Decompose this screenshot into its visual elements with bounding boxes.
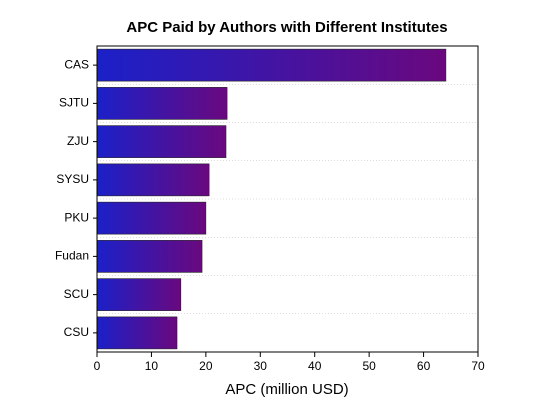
- y-tick-label: SYSU: [56, 172, 89, 186]
- y-tick-label: CAS: [64, 57, 89, 71]
- bar: [96, 278, 182, 311]
- bar: [96, 125, 227, 158]
- chart-title: APC Paid by Authors with Different Insti…: [126, 19, 447, 36]
- bar: [96, 240, 203, 273]
- x-tick-label: 10: [145, 359, 159, 373]
- plot-frame: [96, 45, 479, 353]
- bar: [96, 87, 228, 120]
- y-tick-label: CSU: [64, 325, 89, 339]
- x-tick-label: 50: [362, 359, 376, 373]
- bar: [96, 163, 210, 197]
- x-tick-label: 70: [471, 359, 485, 373]
- x-tick-label: 60: [417, 359, 431, 373]
- y-tick-label: SJTU: [59, 96, 89, 110]
- y-tick-label: ZJU: [67, 134, 89, 148]
- x-tick-label: 40: [308, 359, 322, 373]
- y-tick-label: Fudan: [55, 249, 89, 263]
- x-axis-label: APC (million USD): [225, 381, 348, 398]
- bar: [96, 316, 178, 350]
- x-tick-label: 0: [94, 359, 101, 373]
- y-tick-label: PKU: [64, 210, 89, 224]
- y-tick-label: SCU: [64, 287, 89, 301]
- bar: [96, 201, 207, 235]
- bar: [96, 48, 447, 82]
- x-tick-label: 20: [199, 359, 213, 373]
- x-tick-label: 30: [254, 359, 268, 373]
